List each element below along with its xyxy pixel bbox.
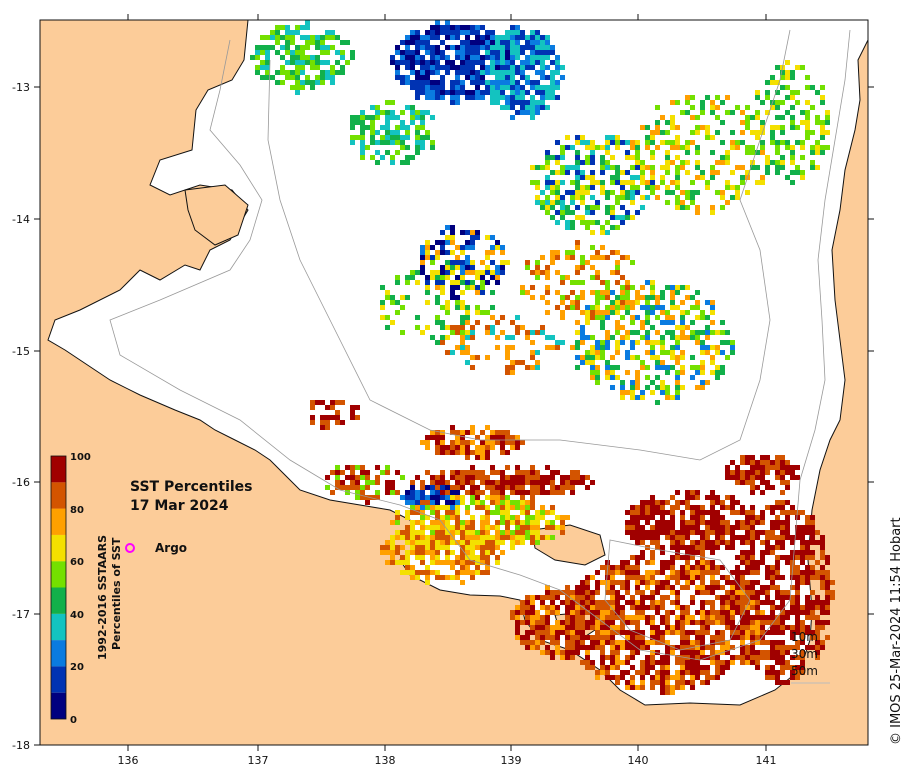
colorbar: 100 80 60 40 20 0 1992-2016 SSTAARS Perc… [50,452,123,726]
depth-contour [267,29,791,461]
x-tick-label: 138 [375,754,396,767]
x-tick: 141 [756,14,777,767]
colorbar-bin [51,508,66,535]
colorbar-title-line1: 1992-2016 SSTAARS [96,535,109,660]
colorbar-bin [51,561,66,588]
colorbar-bin [51,666,66,693]
colorbar-bin [51,692,66,719]
colorbar-bin [51,482,66,509]
depth-legend: 10m 30m 50m [791,630,830,684]
depth-contour [109,29,851,661]
y-tick: -14 [12,213,874,226]
colorbar-tick-label: 100 [70,452,91,463]
argo-legend-marker [125,543,135,553]
x-tick-label: 141 [756,754,777,767]
map-title: SST Percentiles [130,479,253,495]
y-tick-label: -18 [12,739,30,752]
y-tick-label: -15 [12,345,30,358]
plot-frame [39,19,869,746]
y-tick-label: -13 [12,81,30,94]
colorbar-bin [51,534,66,562]
colorbar-frame [50,455,67,720]
colorbar-tick-label: 80 [70,505,84,516]
x-tick: 140 [628,14,649,767]
y-tick: -13 [12,81,874,94]
x-tick: 139 [501,14,522,767]
y-axis: -13 -14 -15 -16 -17 -18 [12,81,874,752]
argo-legend-label: Argo [155,541,187,555]
y-tick: -15 [12,345,874,358]
x-tick: 137 [248,14,269,767]
colorbar-tick-label: 60 [70,557,84,568]
colorbar-bin [51,456,66,483]
x-axis: 136 137 138 139 140 141 [118,14,777,767]
x-tick: 138 [375,14,396,767]
island [184,184,249,246]
x-tick-label: 136 [118,754,139,767]
sst-data-pixels [250,20,835,695]
y-tick: -18 [12,739,40,752]
colorbar-title-line2: Percentiles of SST [110,537,123,650]
y-tick: -16 [12,476,874,489]
x-tick-label: 139 [501,754,522,767]
depth-legend-10m: 10m [791,630,818,644]
y-tick-label: -16 [12,476,30,489]
colorbar-tick-label: 0 [70,715,77,726]
x-tick: 136 [118,14,139,767]
y-tick: -17 [12,608,874,621]
depth-contour [604,539,751,651]
colorbar-tick-label: 40 [70,610,84,621]
colorbar-bin [51,640,66,667]
colorbar-bin [51,613,66,641]
y-tick-label: -14 [12,213,30,226]
depth-legend-50m: 50m [791,664,818,678]
x-tick-label: 137 [248,754,269,767]
colorbar-bin [51,587,66,614]
map-date: 17 Mar 2024 [130,498,229,514]
colorbar-tick-label: 20 [70,662,84,673]
y-tick-label: -17 [12,608,30,621]
depth-legend-30m: 30m [791,647,818,661]
credit-text: © IMOS 25-Mar-2024 11:54 Hobart [889,517,904,745]
x-tick-label: 140 [628,754,649,767]
